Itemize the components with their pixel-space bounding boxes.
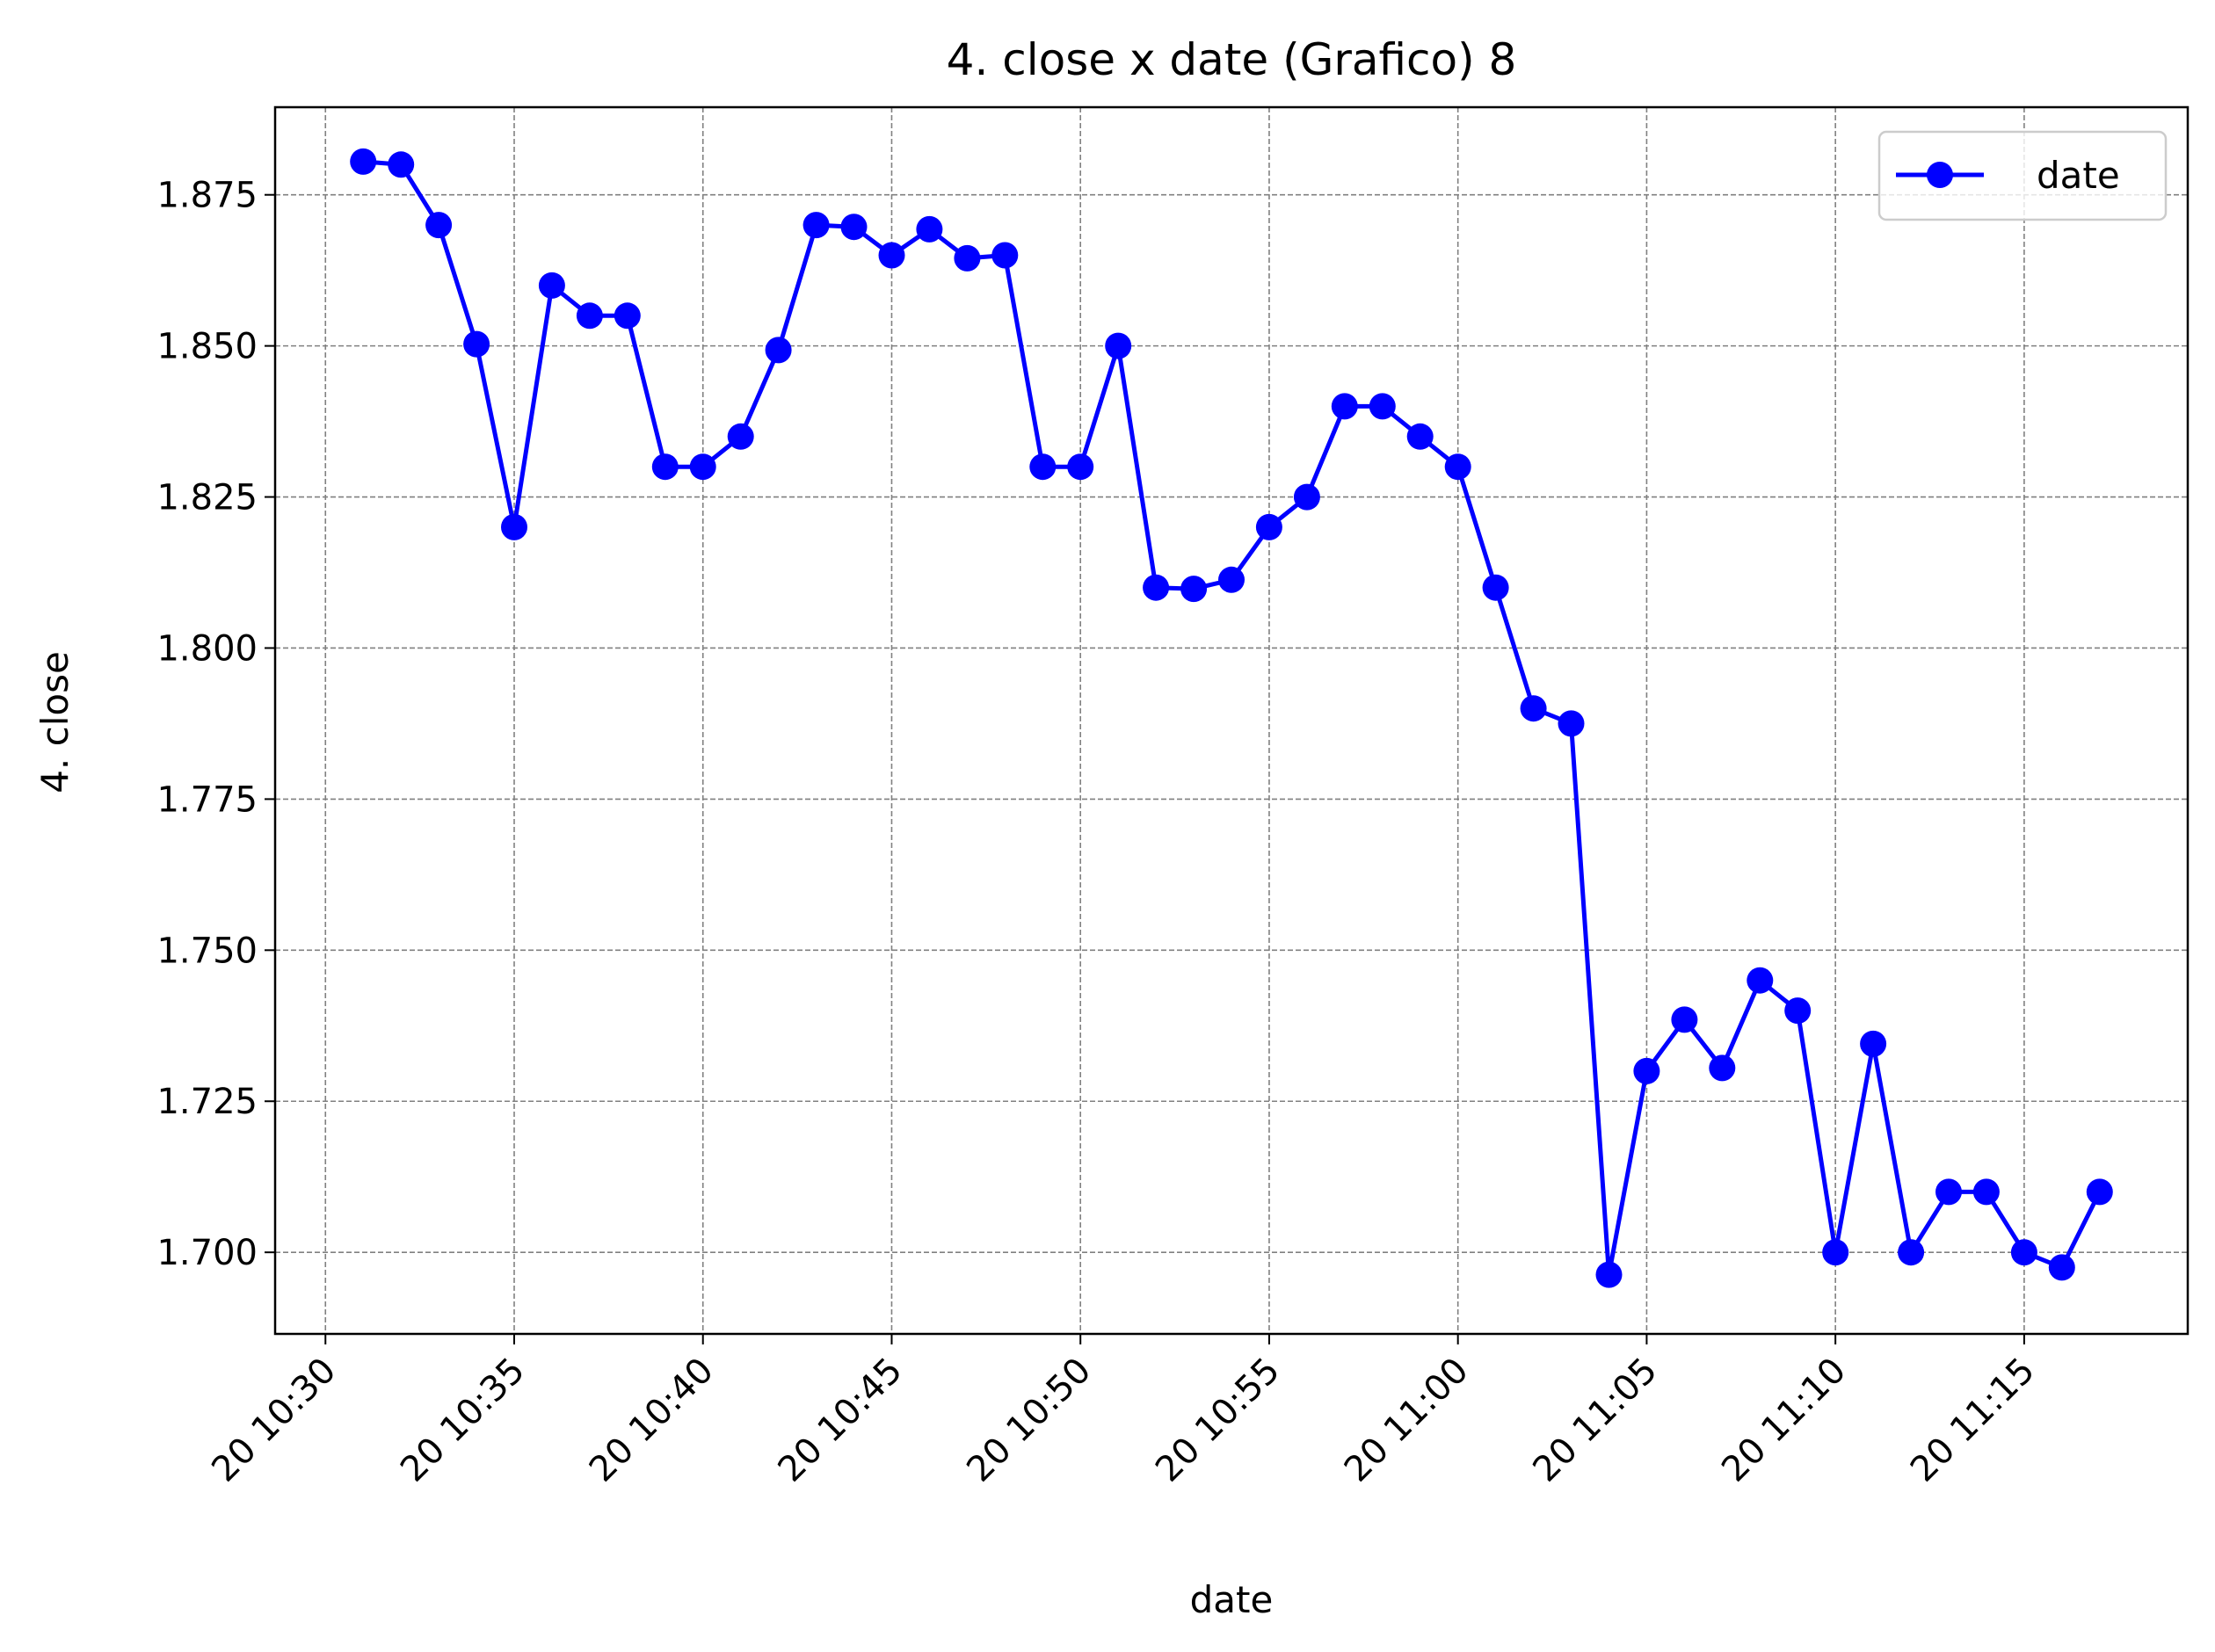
data-point — [1067, 453, 1094, 481]
data-point — [2086, 1178, 2113, 1206]
chart-title: 4. close x date (Grafico) 8 — [947, 34, 1517, 85]
y-tick-label: 1.725 — [156, 1082, 258, 1122]
y-axis: 1.700 1.725 1.750 1.775 1.800 1.825 1.850 1.875 — [156, 176, 275, 1273]
y-tick-label: 1.825 — [156, 478, 258, 518]
data-point — [954, 244, 981, 272]
data-point — [1595, 1261, 1623, 1288]
data-point — [1331, 393, 1358, 420]
data-point — [651, 453, 679, 481]
data-point — [1633, 1057, 1660, 1084]
data-point — [1898, 1239, 1925, 1266]
data-point — [1822, 1239, 1849, 1266]
data-point — [1406, 423, 1434, 450]
data-point — [1709, 1054, 1736, 1082]
data-point — [576, 302, 603, 330]
data-point — [765, 337, 792, 364]
data-point — [1747, 967, 1774, 994]
data-point — [1218, 566, 1245, 593]
data-point — [2048, 1254, 2075, 1281]
y-tick-label: 1.750 — [156, 931, 258, 971]
legend-box — [1877, 130, 2168, 221]
data-point — [1671, 1006, 1698, 1033]
data-point — [1105, 332, 1132, 359]
data-point — [1935, 1178, 1962, 1206]
data-point — [1784, 997, 1812, 1025]
data-point — [689, 453, 716, 481]
legend-label-date: date — [2037, 154, 2120, 197]
data-point — [1143, 574, 1170, 601]
legend: date — [1877, 130, 2168, 221]
data-point — [501, 513, 527, 540]
legend-marker — [1927, 162, 1953, 188]
data-point — [1482, 574, 1509, 601]
data-point — [1444, 453, 1471, 481]
data-point — [538, 272, 565, 299]
data-point — [802, 212, 830, 239]
data-point — [425, 212, 453, 239]
y-tick-label: 1.875 — [156, 176, 258, 216]
series-date — [350, 148, 2113, 1288]
data-point — [1293, 483, 1320, 511]
data-point — [727, 423, 754, 450]
data-point — [2010, 1239, 2037, 1266]
data-point — [1558, 710, 1585, 737]
data-point — [1972, 1178, 2000, 1206]
grid — [275, 107, 2188, 1334]
y-tick-label: 1.700 — [156, 1233, 258, 1273]
data-point — [1255, 513, 1282, 540]
data-point — [614, 302, 641, 330]
y-tick-label: 1.775 — [156, 779, 258, 820]
data-point — [350, 148, 377, 175]
data-point — [916, 215, 943, 243]
data-point — [1029, 453, 1057, 481]
y-tick-label: 1.800 — [156, 628, 258, 669]
data-point — [1860, 1030, 1887, 1057]
data-point — [463, 330, 490, 358]
data-point — [991, 242, 1019, 269]
x-axis-title: date — [1190, 1578, 1274, 1621]
data-point — [1520, 695, 1547, 722]
data-point — [388, 151, 415, 178]
data-point — [840, 214, 868, 241]
y-axis-title: 4. close — [33, 651, 76, 793]
data-point — [878, 242, 905, 269]
plot-frame — [273, 105, 2190, 1336]
data-point — [1180, 576, 1208, 603]
y-tick-label: 1.850 — [156, 327, 258, 367]
data-point — [1369, 393, 1396, 420]
